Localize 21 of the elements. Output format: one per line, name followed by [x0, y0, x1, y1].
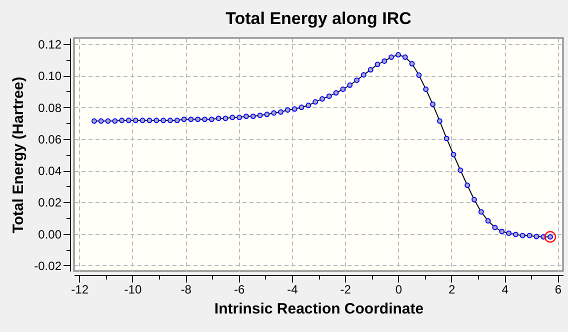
y-tick-label: 0.04 [38, 164, 62, 178]
x-tick-label: -4 [287, 282, 298, 296]
y-tick-label: 0.12 [38, 38, 62, 52]
x-tick-label: 6 [554, 282, 562, 296]
x-tick-label: -8 [180, 282, 192, 296]
y-tick-label: 0.06 [38, 132, 62, 146]
y-axis-title: Total Energy (Hartree) [10, 76, 28, 234]
x-tick-label: 0 [395, 282, 402, 296]
x-tick-label: -6 [234, 282, 245, 296]
y-tick-label: 0.00 [38, 227, 62, 242]
x-tick-label: -10 [124, 282, 142, 296]
x-tick-label: -2 [340, 282, 352, 296]
y-tick-label: 0.02 [38, 196, 62, 210]
x-tick-label: -12 [71, 282, 89, 296]
y-tick-label: -0.02 [34, 258, 62, 273]
y-tick-label: 0.08 [38, 100, 62, 115]
y-tick-label: 0.10 [38, 69, 62, 84]
x-axis-title: Intrinsic Reaction Coordinate [214, 300, 424, 318]
x-tick-label: 2 [448, 282, 456, 296]
x-tick-label: 4 [502, 282, 509, 296]
chart-title: Total Energy along IRC [226, 9, 412, 28]
